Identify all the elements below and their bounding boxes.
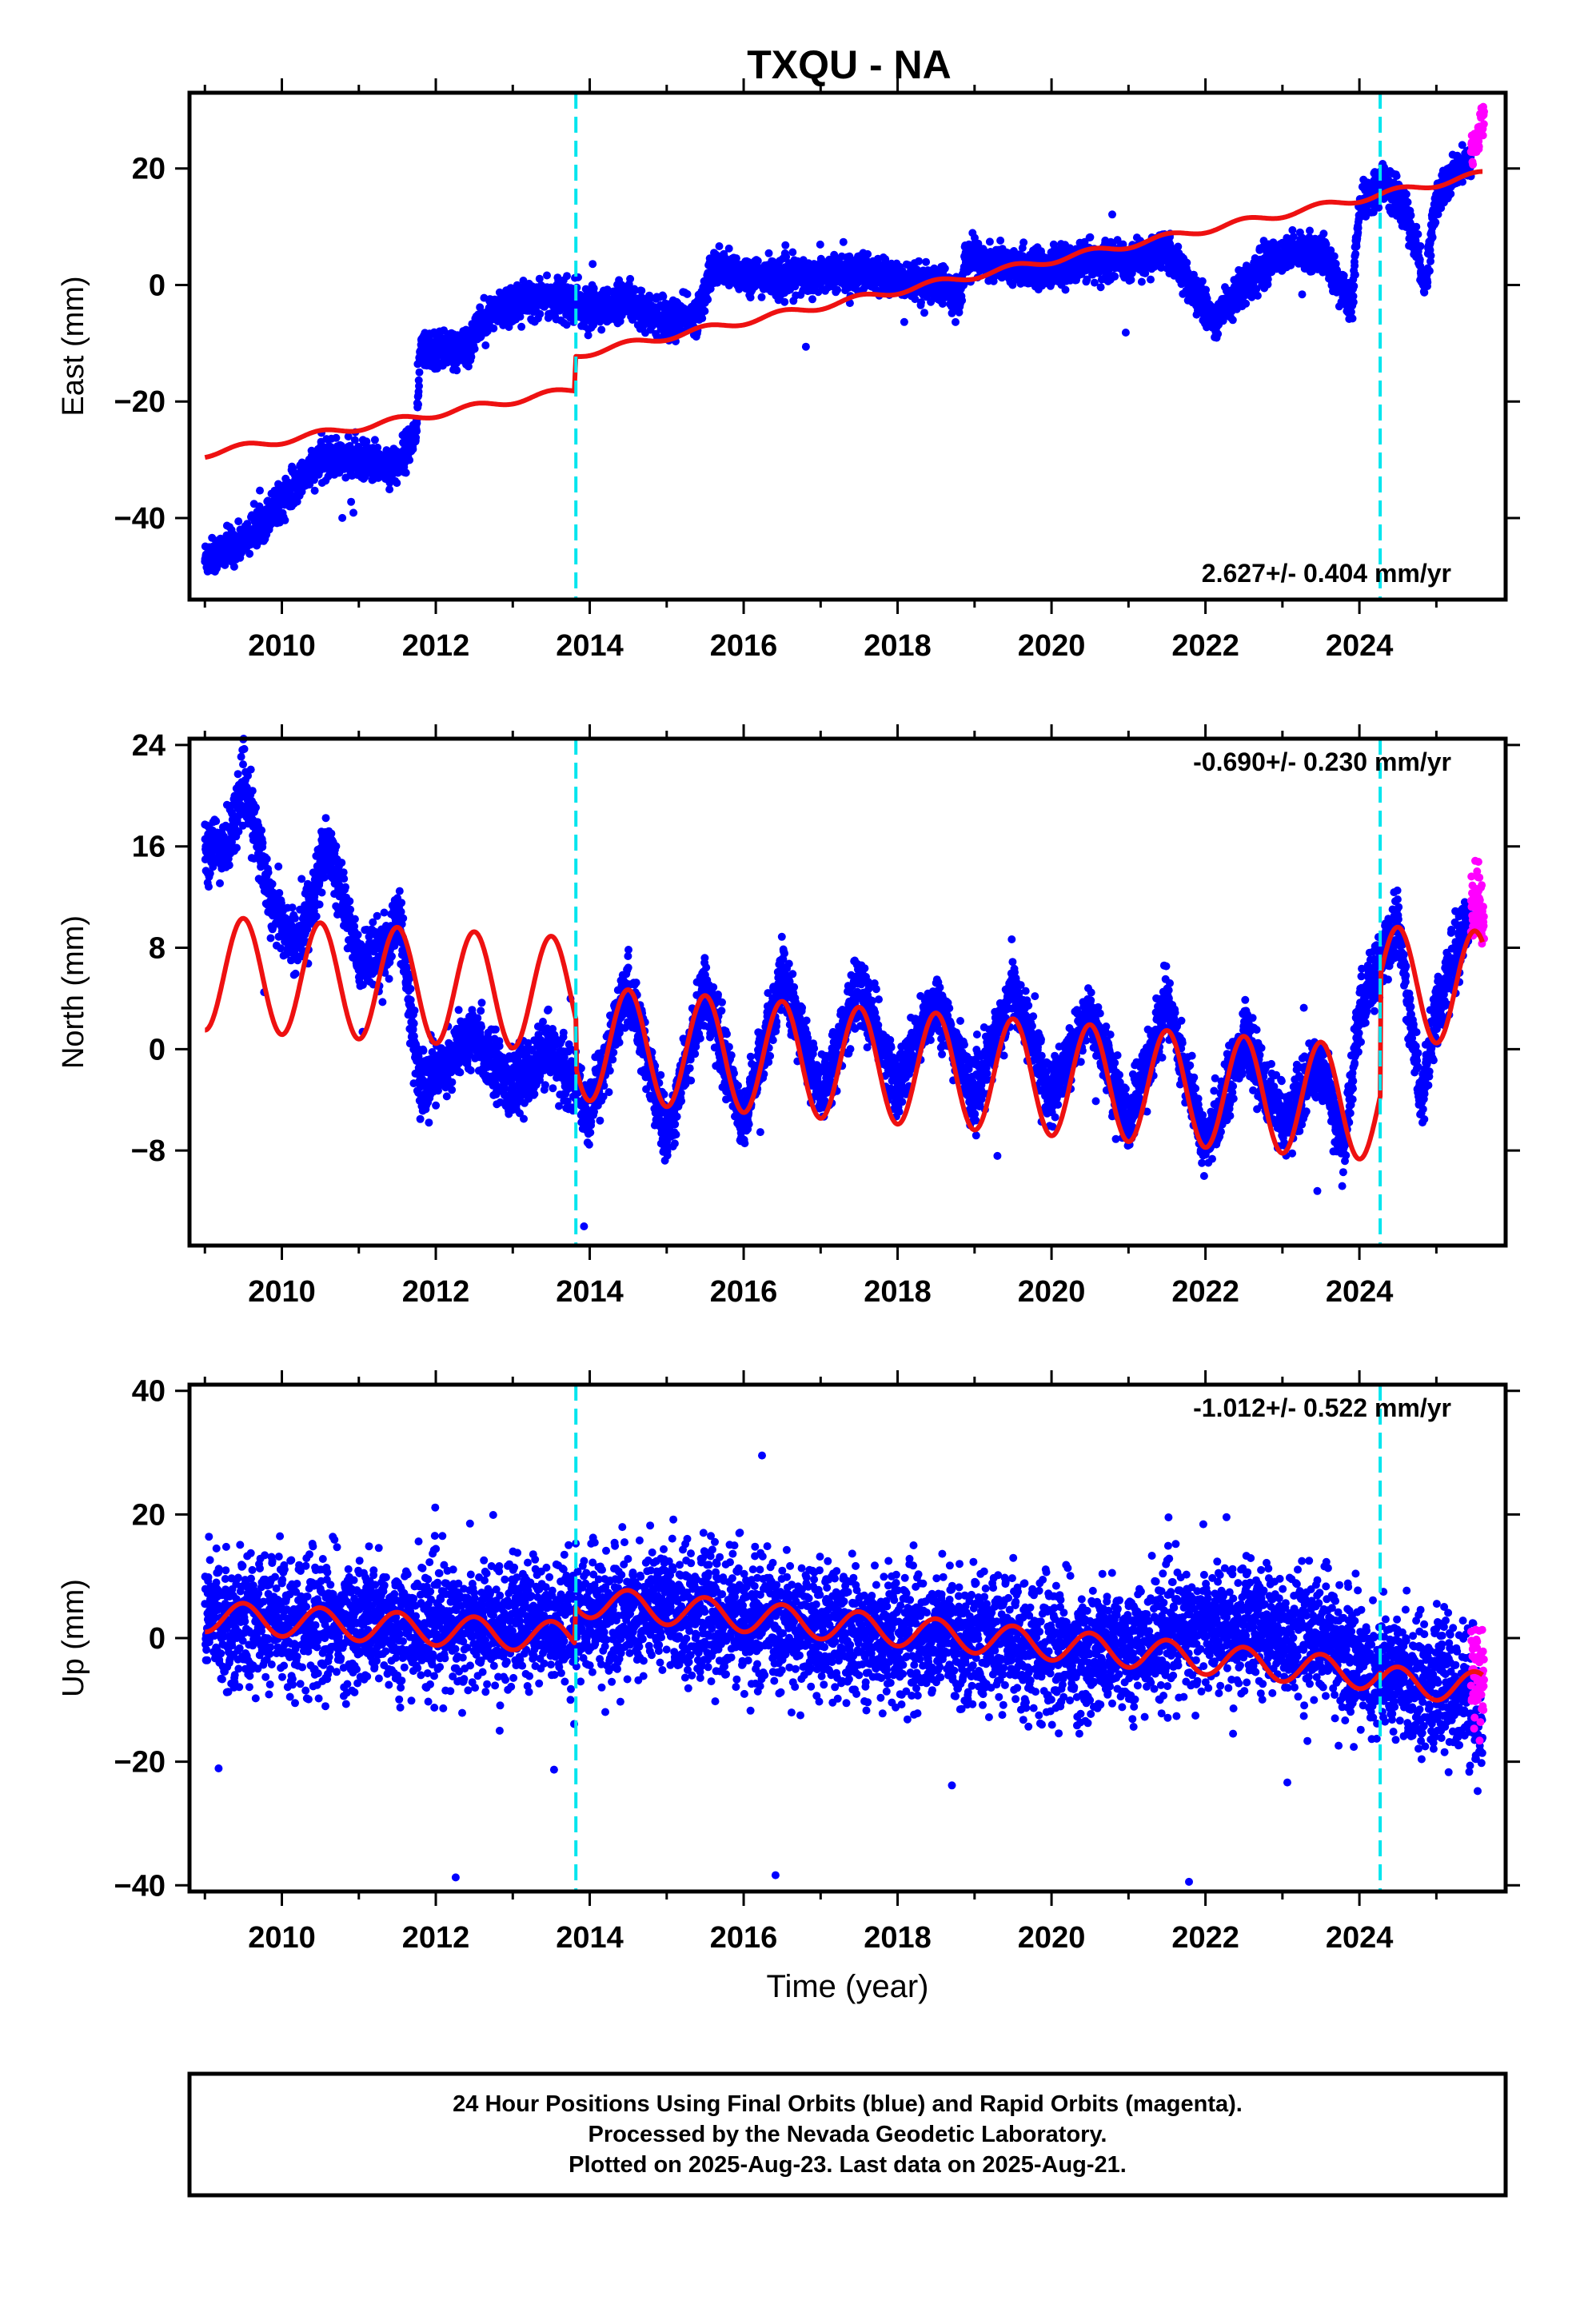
final-orbit-point	[985, 237, 994, 246]
final-orbit-point	[281, 516, 289, 524]
final-orbit-point	[1019, 238, 1028, 247]
final-orbit-point	[310, 486, 319, 495]
final-orbit-point	[344, 433, 353, 440]
plot-area	[190, 93, 1506, 600]
figure-title: TXQU - NA	[747, 42, 952, 87]
final-orbit-point	[996, 236, 1005, 245]
final-orbit-point	[958, 296, 967, 305]
final-orbit-point	[405, 456, 414, 464]
east-panel: 2010 2012 2014 2016 2018 2020 2022 2024−40−2002…	[57, 78, 1520, 663]
final-orbit-point	[900, 317, 908, 326]
final-orbit-point	[698, 314, 707, 323]
final-orbit-point	[338, 513, 347, 522]
final-orbit-point	[757, 293, 766, 301]
final-orbit-points	[201, 141, 1475, 576]
final-orbit-point	[229, 562, 238, 571]
final-orbit-point	[414, 400, 422, 409]
final-orbit-point	[415, 381, 423, 390]
final-orbit-point	[562, 321, 571, 329]
final-orbit-point	[543, 271, 551, 280]
final-orbit-point	[221, 560, 229, 569]
final-orbit-point	[517, 322, 526, 331]
final-orbit-point	[864, 249, 872, 258]
final-orbit-point	[413, 427, 421, 436]
final-orbit-point	[704, 295, 712, 304]
final-orbit-point	[467, 353, 476, 361]
final-orbit-point	[839, 237, 848, 246]
final-orbit-point	[764, 249, 773, 257]
final-orbit-point	[1228, 316, 1237, 325]
final-orbit-point	[589, 260, 597, 269]
final-orbit-point	[256, 486, 264, 495]
final-orbit-point	[683, 289, 692, 298]
final-orbit-point	[1121, 329, 1130, 337]
final-orbit-point	[489, 324, 498, 333]
final-orbit-point	[347, 497, 356, 506]
final-orbit-point	[234, 517, 243, 526]
final-orbit-point	[801, 342, 810, 351]
final-orbit-point	[1183, 258, 1191, 267]
final-orbit-point	[453, 366, 461, 375]
final-orbit-point	[310, 476, 318, 484]
final-orbit-point	[808, 295, 816, 304]
final-orbit-point	[637, 286, 646, 295]
final-orbit-point	[1214, 329, 1223, 338]
final-orbit-point	[915, 257, 924, 265]
final-orbit-point	[700, 307, 709, 316]
final-orbit-point	[788, 248, 797, 257]
final-orbit-point	[597, 325, 606, 334]
final-orbit-point	[659, 292, 668, 301]
final-orbit-point	[1242, 299, 1251, 308]
final-orbit-point	[1108, 210, 1116, 219]
final-orbit-point	[920, 309, 928, 317]
final-orbit-point	[724, 244, 733, 253]
final-orbit-point	[816, 240, 824, 249]
final-orbit-point	[715, 242, 724, 250]
final-orbit-point	[1111, 272, 1119, 281]
final-orbit-point	[409, 444, 417, 453]
final-orbit-point	[1061, 285, 1070, 294]
final-orbit-point	[245, 549, 254, 558]
final-orbit-point	[415, 368, 424, 377]
final-orbit-point	[833, 285, 842, 294]
final-orbit-point	[401, 468, 410, 477]
final-orbit-point	[1096, 283, 1105, 292]
final-orbit-point	[332, 433, 341, 442]
final-orbit-point	[780, 297, 789, 306]
final-orbit-point	[563, 272, 571, 281]
final-orbit-point	[536, 309, 545, 318]
final-orbit-point	[370, 436, 379, 444]
final-orbit-point	[781, 241, 790, 249]
final-orbit-point	[349, 508, 357, 517]
final-orbit-point	[922, 257, 931, 266]
final-orbit-point	[1198, 277, 1207, 285]
final-orbit-point	[393, 479, 401, 488]
final-orbit-point	[952, 317, 960, 326]
final-orbit-point	[481, 341, 490, 349]
final-orbit-point	[940, 264, 949, 273]
final-orbit-point	[1086, 233, 1095, 241]
final-orbit-point	[1147, 275, 1155, 284]
final-orbit-point	[289, 464, 297, 473]
final-orbit-point	[626, 274, 635, 283]
final-orbit-point	[470, 345, 479, 353]
final-orbit-point	[1137, 277, 1146, 286]
